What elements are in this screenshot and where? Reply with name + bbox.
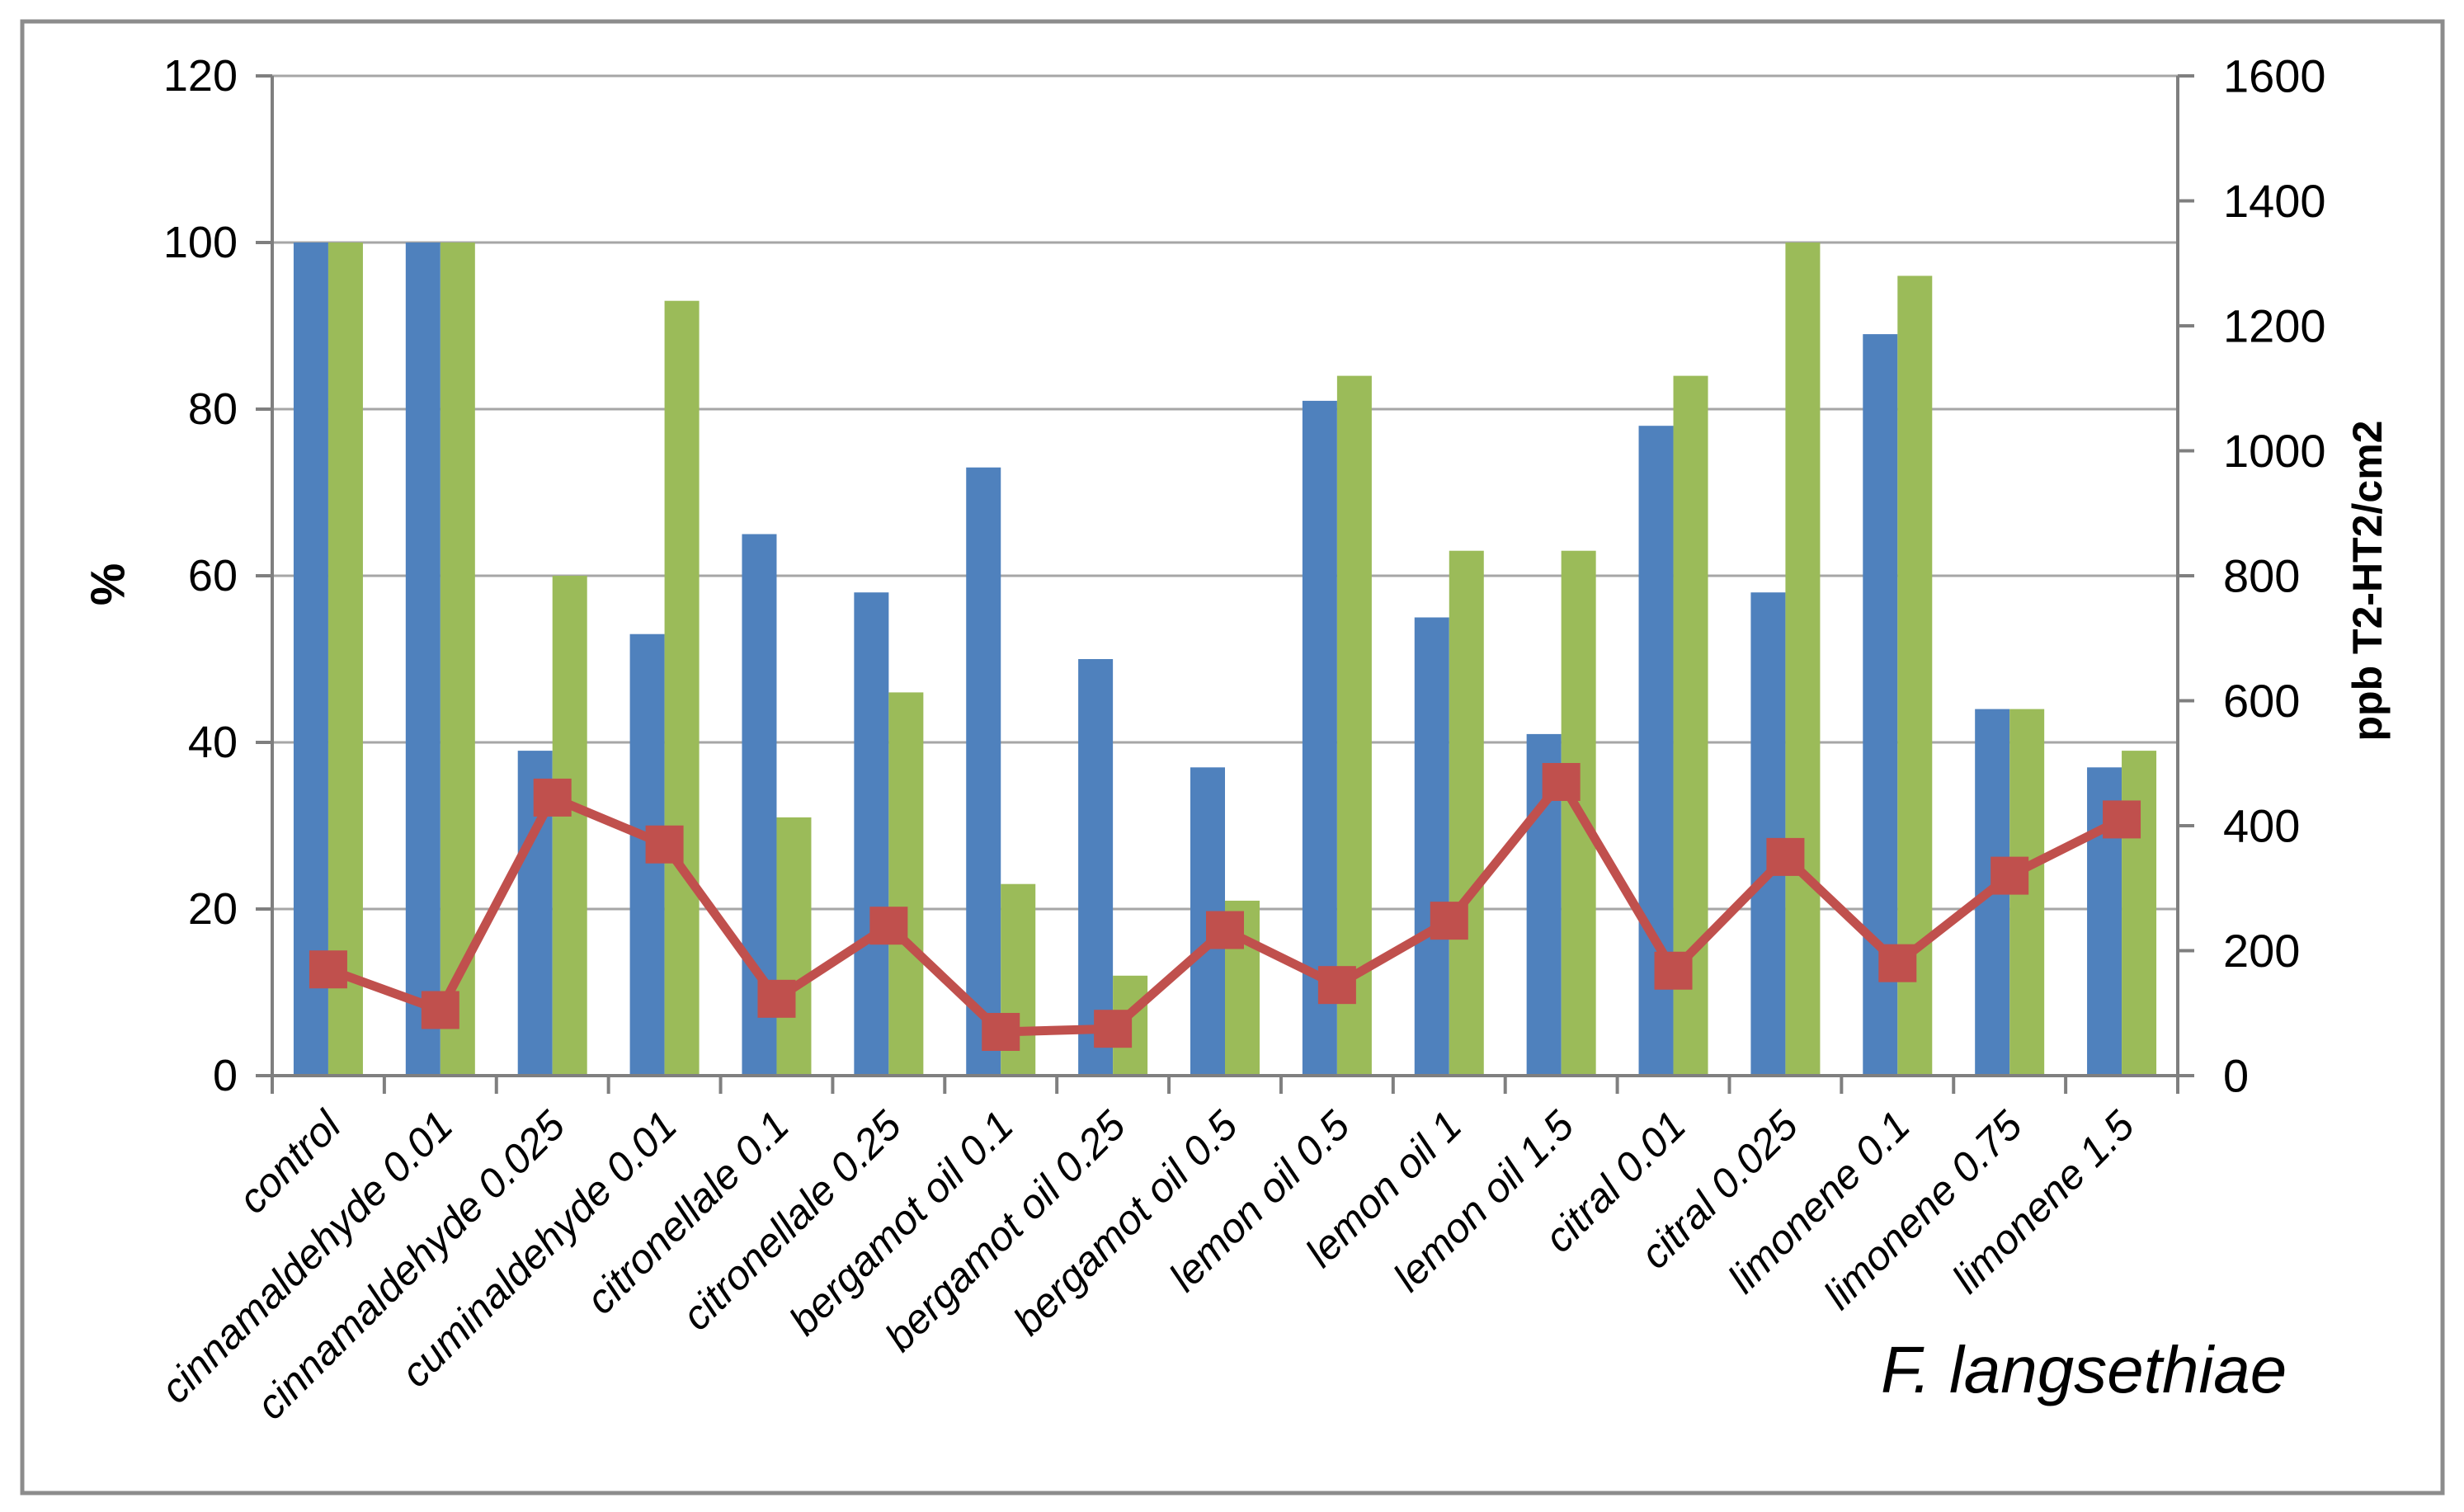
series-blue-bar-bar xyxy=(1750,592,1786,1076)
series-red-line-marker xyxy=(421,991,459,1029)
series-green-bar-bar xyxy=(327,243,363,1076)
series-green-bar-bar xyxy=(1785,243,1821,1076)
series-red-line-marker xyxy=(1094,1010,1133,1048)
right-axis-title: ppb T2-HT2/cm2 xyxy=(2344,420,2391,742)
series-red-line-marker xyxy=(1991,856,2029,895)
series-green-bar-bar xyxy=(440,243,475,1076)
right-axis-tick-label: 1200 xyxy=(2223,300,2326,352)
series-red-line-marker xyxy=(309,950,347,989)
series-red-line-marker xyxy=(645,825,684,864)
left-axis-tick-label: 40 xyxy=(188,718,238,767)
right-axis-tick-label: 800 xyxy=(2223,550,2300,602)
series-red-line-marker xyxy=(982,1012,1020,1051)
series-blue-bar-bar xyxy=(293,243,328,1076)
left-axis-tick-label: 60 xyxy=(188,551,238,601)
series-red-line-marker xyxy=(1542,762,1581,801)
series-blue-bar-bar xyxy=(1414,617,1449,1076)
series-blue-bar-bar xyxy=(1302,400,1337,1076)
right-axis-tick-label: 200 xyxy=(2223,925,2300,977)
series-red-line-marker xyxy=(1430,902,1468,940)
right-axis-tick-label: 600 xyxy=(2223,675,2300,727)
right-axis-tick-label: 400 xyxy=(2223,800,2300,852)
series-green-bar-bar xyxy=(888,692,924,1076)
series-red-line-marker xyxy=(1766,837,1805,876)
left-axis-tick-label: 0 xyxy=(213,1051,238,1100)
left-axis-tick-label: 120 xyxy=(163,51,238,101)
category-label: citronellale 0.1 xyxy=(577,1102,799,1323)
right-axis-tick-label: 1000 xyxy=(2223,425,2326,477)
category-label: limonene 0.75 xyxy=(1815,1102,2031,1318)
series-red-line-marker xyxy=(1654,951,1693,990)
series-blue-bar-bar xyxy=(1078,659,1114,1076)
series-green-bar-bar xyxy=(2122,751,2157,1076)
series-red-line-marker xyxy=(1206,911,1244,949)
series-green-bar-bar xyxy=(664,300,700,1076)
series-blue-bar-bar xyxy=(854,592,889,1076)
right-axis-tick-label: 0 xyxy=(2223,1050,2249,1102)
left-axis-tick-label: 20 xyxy=(188,884,238,934)
left-axis-title: % xyxy=(81,563,135,606)
series-red-line-marker xyxy=(1878,944,1917,982)
figure-border-frame xyxy=(20,19,2445,1496)
series-green-bar-bar xyxy=(1449,550,1484,1076)
left-axis-tick-label: 80 xyxy=(188,384,238,434)
series-blue-bar-bar xyxy=(966,467,1001,1076)
series-green-bar-bar xyxy=(1336,375,1372,1076)
series-blue-bar-bar xyxy=(405,243,441,1076)
series-green-bar-bar xyxy=(776,817,812,1076)
right-axis-tick-label: 1400 xyxy=(2223,175,2326,227)
right-axis-tick-label: 1600 xyxy=(2223,50,2326,102)
series-red-line-marker xyxy=(533,778,572,817)
series-red-line-marker xyxy=(1317,966,1356,1005)
series-red-line-marker xyxy=(757,979,796,1018)
species-annotation: F. langsethiae xyxy=(1881,1333,2287,1406)
left-axis-tick-label: 100 xyxy=(163,218,238,267)
series-red-line-marker xyxy=(2103,800,2141,839)
series-green-bar-bar xyxy=(552,576,587,1076)
series-red-line-marker xyxy=(869,907,908,945)
